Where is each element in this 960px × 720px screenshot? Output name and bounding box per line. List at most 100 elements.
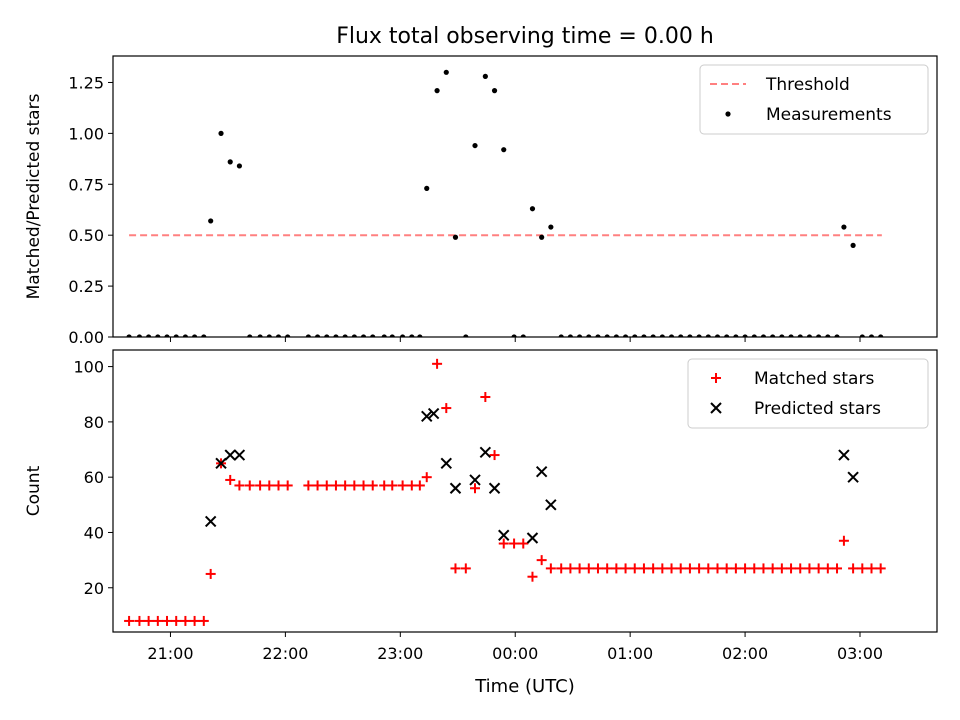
measurement-point [696,334,702,337]
measurement-point [482,73,488,79]
measurement-point [182,334,189,337]
measurement-point [409,334,415,337]
measurement-point [417,334,423,337]
predicted-star-marker [469,474,481,486]
matched-star-marker [620,563,631,574]
bottom-legend: Matched stars Predicted stars [687,358,929,429]
measurement-point [400,334,406,337]
matched-star-marker [387,480,398,491]
measurement-point [227,159,233,165]
matched-star-marker [143,615,154,626]
measurement-point [668,334,675,337]
measurement-point [788,334,794,337]
measurement-point [539,234,545,240]
matched-star-marker [813,563,824,574]
measurement-point [558,334,564,337]
matched-star-marker [244,480,255,491]
matched-star-marker [721,563,732,574]
predicted-star-marker [427,407,440,420]
matched-star-marker [583,563,594,574]
measurement-point [463,334,469,337]
top-legend: Threshold Measurements [699,64,929,135]
bottom-y-tick-label: 40 [84,523,104,542]
measurement-point [632,334,638,337]
measurement-point [389,334,395,337]
measurement-point [370,334,376,337]
bottom-data [124,358,886,626]
matched-star-marker [703,563,714,574]
predicted-star-marker [204,515,217,528]
matched-star-marker [545,563,556,574]
predicted-star-marker [847,471,859,483]
legend-predicted-swatch [710,402,722,414]
matched-star-marker [432,358,443,369]
matched-star-marker [848,563,859,574]
measurement-point [760,334,767,337]
measurement-point [208,218,214,224]
matched-star-marker [638,563,649,574]
matched-star-marker [460,563,471,574]
matched-star-marker [875,563,886,574]
matched-star-marker [666,563,677,574]
matched-star-marker [470,483,481,494]
matched-star-marker [225,474,236,485]
matched-star-marker [480,392,491,402]
matched-star-marker [866,563,877,574]
matched-star-marker [414,480,425,491]
measurement-point [443,69,449,75]
measurement-point [452,234,459,240]
matched-star-marker [198,615,209,626]
top-y-tick-label: 0.75 [68,175,104,194]
predicted-star-marker [233,449,246,461]
matched-star-marker [234,480,245,491]
matched-star-marker [358,480,369,491]
matched-star-marker [441,403,452,414]
measurement-point [548,224,554,230]
measurement-point [191,334,198,337]
measurement-point [595,334,601,337]
x-tick-label: 02:00 [722,644,768,663]
measurement-point [501,147,507,153]
matched-star-marker [509,538,520,549]
matched-star-marker [498,538,509,549]
top-y-tick-label: 1.00 [68,124,104,143]
predicted-star-marker [449,482,462,494]
x-tick-label: 23:00 [377,644,423,663]
bottom-legend-box [687,358,929,429]
matched-star-marker [340,480,351,491]
matched-star-marker [536,555,547,566]
matched-star-marker [804,563,815,574]
top-legend-label: Threshold [765,75,850,95]
measurement-point [511,334,517,337]
matched-star-marker [730,563,741,574]
matched-star-marker [152,615,163,626]
bottom-y-tick-label: 20 [84,579,104,598]
measurement-point [520,334,526,337]
top-y-tick-label: 0.00 [68,328,104,347]
bottom-y-tick-label: 60 [84,468,104,487]
measurement-point [850,242,856,248]
measurement-point [779,334,785,337]
measurement-point [314,334,321,337]
matched-star-marker [180,615,191,626]
measurement-point [733,334,739,337]
predicted-star-marker [488,482,501,494]
matched-star-marker [124,615,135,626]
measurement-point [797,334,803,337]
measurement-point [305,334,311,337]
bottom-panel-star-counts: 20 40 60 80 100 21:00 22:00 23:00 00:00 01:00 02:0… [24,349,938,663]
measurement-point [529,206,536,212]
matched-star-marker [367,480,378,491]
measurement-point [173,334,179,337]
measurement-point [164,334,170,337]
measurement-point [834,334,840,337]
matched-star-marker [786,563,797,574]
matched-star-marker [740,563,751,574]
matched-star-marker [838,535,849,546]
matched-star-marker [574,563,585,574]
matched-star-marker [767,563,778,574]
matched-star-marker [822,563,833,574]
measurement-point [360,334,367,337]
measurement-point [434,88,440,94]
